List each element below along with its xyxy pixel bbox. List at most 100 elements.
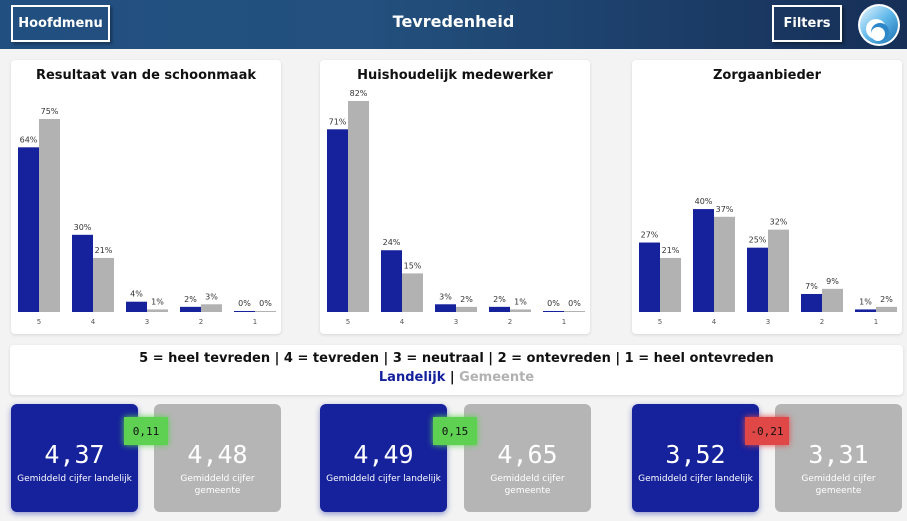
x-tick-label: 5 (37, 318, 41, 326)
kpi-value: 3,52 (665, 440, 726, 469)
data-label: 3% (205, 292, 218, 301)
chart-card-schoonmaak: Resultaat van de schoonmaak 64% 75% 5 30% 21… (11, 60, 281, 334)
kpi-label: Gemiddeld cijfer gemeente (490, 474, 565, 496)
x-tick-label: 4 (91, 318, 96, 326)
kpi-landelijk-medewerker: 4,49 Gemiddeld cijfer landelijk (320, 404, 447, 512)
data-label: 2% (460, 295, 473, 304)
x-tick-label: 2 (199, 318, 203, 326)
bar-landelijk (543, 311, 564, 312)
delta-badge-schoonmaak: 0,11 (124, 417, 168, 445)
x-tick-label: 5 (658, 318, 662, 326)
bar-gemeente (402, 273, 423, 312)
x-tick-label: 3 (145, 318, 149, 326)
kpi-value: 4,65 (497, 440, 558, 469)
data-label: 2% (493, 295, 506, 304)
bar-landelijk (381, 250, 402, 312)
chart-card-zorgaanbieder: Zorgaanbieder 27% 21% 5 40% 37% 4 25% 32% 3 7% 9% 2… (632, 60, 902, 334)
x-tick-label: 2 (820, 318, 824, 326)
delta-badge-medewerker: 0,15 (433, 417, 477, 445)
data-label: 2% (184, 295, 197, 304)
bar-gemeente (660, 257, 681, 312)
kpi-label: Gemiddeld cijfer landelijk (17, 474, 132, 484)
logo-icon (858, 4, 900, 46)
bar-landelijk (72, 234, 93, 312)
bar-gemeente (714, 216, 735, 312)
chart-title: Zorgaanbieder (713, 68, 821, 83)
kpi-landelijk-zorgaanbieder: 3,52 Gemiddeld cijfer landelijk (632, 404, 759, 512)
data-label: 7% (805, 282, 818, 291)
kpi-landelijk-schoonmaak: 4,37 Gemiddeld cijfer landelijk (11, 404, 138, 512)
x-tick-label: 2 (508, 318, 512, 326)
data-label: 0% (238, 299, 251, 308)
bar-landelijk (489, 306, 510, 312)
kpi-label: Gemiddeld cijfer landelijk (638, 474, 753, 484)
chart-card-medewerker: Huishoudelijk medewerker 71% 82% 5 24% 15% 4 3… (320, 60, 590, 334)
bar-landelijk (327, 129, 348, 312)
x-tick-label: 3 (766, 318, 770, 326)
data-label: 64% (20, 135, 38, 144)
data-label: 75% (41, 107, 59, 116)
bar-landelijk (435, 304, 456, 312)
data-label: 27% (641, 231, 659, 240)
bar-chart-schoonmaak: 64% 75% 5 30% 21% 4 4% 1% 3 2% 3% 2 0% 0% 1 (18, 107, 276, 326)
data-label: 37% (716, 205, 734, 214)
bar-landelijk (639, 242, 660, 312)
bar-gemeente (822, 288, 843, 312)
page-title: Tevredenheid (392, 12, 515, 31)
bar-gemeente (876, 306, 897, 312)
data-label: 21% (95, 246, 113, 255)
bar-gemeente (456, 306, 477, 312)
series-legend: Landelijk | Gemeente (10, 370, 903, 385)
data-label: 1% (514, 297, 527, 306)
kpi-label: Gemiddeld cijfer landelijk (326, 474, 441, 484)
data-label: 2% (880, 295, 893, 304)
x-tick-label: 1 (562, 318, 566, 326)
data-label: 4% (130, 290, 143, 299)
x-tick-label: 1 (874, 318, 878, 326)
data-label: 0% (259, 299, 272, 308)
chart-title: Huishoudelijk medewerker (357, 68, 553, 83)
data-label: 1% (151, 297, 164, 306)
bar-gemeente (39, 119, 60, 312)
data-label: 1% (859, 297, 872, 306)
data-label: 0% (547, 299, 560, 308)
chart-title: Resultaat van de schoonmaak (35, 68, 256, 83)
data-label: 82% (350, 89, 368, 98)
data-label: 15% (404, 261, 422, 270)
bar-landelijk (693, 209, 714, 312)
data-label: 30% (74, 223, 92, 232)
x-tick-label: 4 (400, 318, 405, 326)
scale-legend: 5 = heel tevreden | 4 = tevreden | 3 = n… (139, 351, 774, 366)
kpi-gemeente-medewerker: 4,65 Gemiddeld cijfer gemeente (464, 404, 591, 512)
legend-gemeente: Gemeente (459, 370, 535, 385)
legend-card: 5 = heel tevreden | 4 = tevreden | 3 = n… (10, 345, 903, 395)
filters-button[interactable]: Filters (772, 5, 842, 42)
bar-gemeente (201, 304, 222, 312)
x-tick-label: 3 (454, 318, 458, 326)
bar-landelijk (855, 309, 876, 312)
header-bar: Hoofdmenu Tevredenheid Filters (0, 0, 907, 49)
bar-landelijk (801, 293, 822, 312)
main-menu-button[interactable]: Hoofdmenu (11, 5, 110, 42)
bar-gemeente (93, 257, 114, 312)
bar-chart-medewerker: 71% 82% 5 24% 15% 4 3% 2% 3 2% 1% 2 0% 0% 1 (327, 89, 585, 326)
data-label: 21% (662, 246, 680, 255)
bar-gemeente (147, 309, 168, 312)
bar-gemeente (510, 309, 531, 312)
data-label: 32% (770, 218, 788, 227)
data-label: 71% (329, 117, 347, 126)
data-label: 24% (383, 238, 401, 247)
x-tick-label: 1 (253, 318, 257, 326)
kpi-value: 4,37 (44, 440, 105, 469)
data-label: 9% (826, 277, 839, 286)
kpi-value: 3,31 (808, 440, 869, 469)
bar-gemeente (348, 101, 369, 312)
bar-gemeente (255, 311, 276, 312)
kpi-gemeente-schoonmaak: 4,48 Gemiddeld cijfer gemeente (154, 404, 281, 512)
bar-gemeente (564, 311, 585, 312)
bar-gemeente (768, 229, 789, 312)
data-label: 3% (439, 292, 452, 301)
kpi-label: Gemiddeld cijfer gemeente (801, 474, 876, 496)
bar-landelijk (126, 301, 147, 312)
data-label: 25% (749, 236, 767, 245)
